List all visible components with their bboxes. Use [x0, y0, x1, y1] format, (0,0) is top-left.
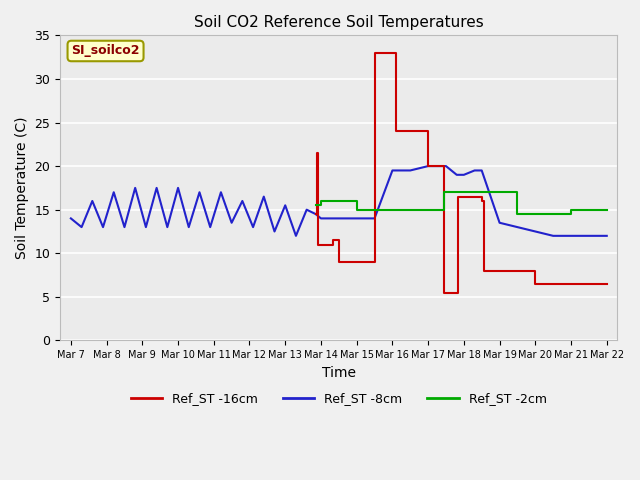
Y-axis label: Soil Temperature (C): Soil Temperature (C) — [15, 117, 29, 259]
Title: Soil CO2 Reference Soil Temperatures: Soil CO2 Reference Soil Temperatures — [194, 15, 484, 30]
Legend: Ref_ST -16cm, Ref_ST -8cm, Ref_ST -2cm: Ref_ST -16cm, Ref_ST -8cm, Ref_ST -2cm — [126, 387, 552, 410]
X-axis label: Time: Time — [322, 366, 356, 380]
Text: SI_soilco2: SI_soilco2 — [71, 45, 140, 58]
